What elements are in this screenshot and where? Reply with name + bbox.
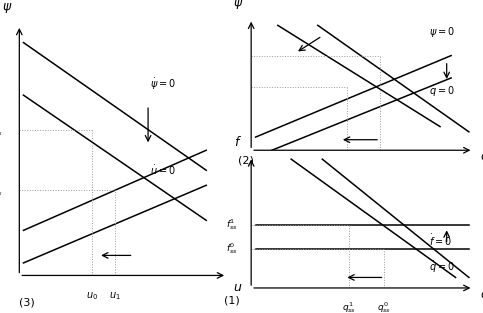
Text: $\psi$: $\psi$: [1, 1, 12, 15]
Text: $q$: $q$: [480, 151, 483, 165]
Text: $\psi = 0$: $\psi = 0$: [429, 24, 455, 38]
Text: $u_0$: $u_0$: [86, 290, 98, 302]
Text: (3): (3): [19, 297, 35, 307]
Text: $\dot{q} = 0$: $\dot{q} = 0$: [429, 84, 455, 99]
Text: $\psi_{ss}^0$: $\psi_{ss}^0$: [0, 123, 3, 138]
Text: $f_{ss}^0$: $f_{ss}^0$: [226, 241, 238, 256]
Text: $\dot{q} = 0$: $\dot{q} = 0$: [429, 260, 455, 275]
Text: $\psi$: $\psi$: [233, 0, 243, 11]
Text: $q_{ss}^1$: $q_{ss}^1$: [342, 300, 356, 313]
Text: $\dot{f} = 0$: $\dot{f} = 0$: [429, 233, 452, 248]
Text: $f_{ss}^1$: $f_{ss}^1$: [226, 218, 238, 232]
Text: $q$: $q$: [480, 289, 483, 303]
Text: $q_{ss}^0$: $q_{ss}^0$: [377, 300, 392, 313]
Text: (2): (2): [238, 155, 254, 165]
Text: $\dot{u} = 0$: $\dot{u} = 0$: [150, 164, 176, 177]
Text: $u_1$: $u_1$: [109, 290, 121, 302]
Text: $f$: $f$: [234, 135, 242, 149]
Text: (1): (1): [225, 296, 240, 306]
Text: $\psi_{ss}^1$: $\psi_{ss}^1$: [0, 183, 3, 198]
Text: $\dot{\psi} = 0$: $\dot{\psi} = 0$: [150, 76, 176, 92]
Text: $u$: $u$: [233, 281, 242, 295]
